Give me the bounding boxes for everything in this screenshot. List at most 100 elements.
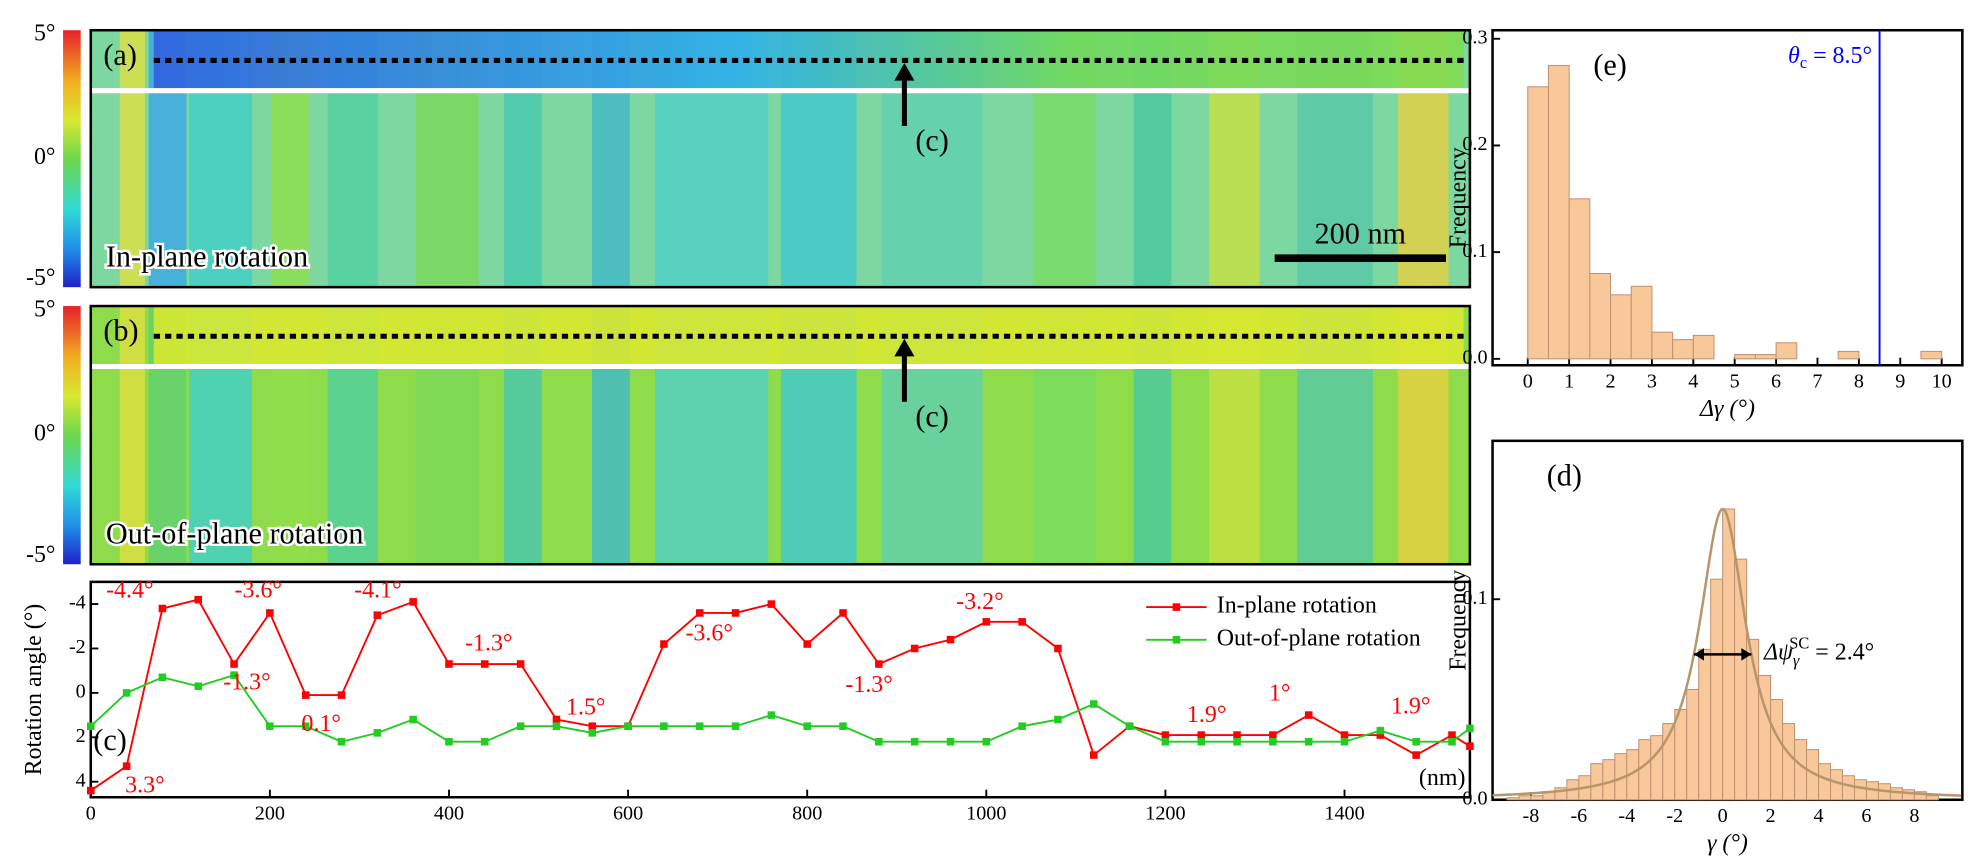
histogram-bar [1650, 735, 1664, 801]
y-tick-label: 0.3 [1462, 26, 1487, 48]
x-tick-label: -4 [1618, 805, 1635, 827]
x-tick-label: 6 [1771, 371, 1781, 393]
histogram-bar [1920, 350, 1943, 360]
data-point [982, 618, 991, 626]
histogram-bar [1610, 294, 1632, 360]
data-point [1125, 722, 1134, 730]
data-point [1018, 722, 1026, 730]
data-point [588, 722, 597, 730]
data-point [1161, 731, 1170, 739]
data-point [301, 691, 310, 699]
y-tick-label: 0 [76, 681, 86, 703]
data-point [1304, 737, 1313, 746]
data-point [301, 722, 310, 730]
colorbar-tick-label: 5° [34, 297, 56, 323]
y-tick-label: -4 [69, 592, 86, 614]
data-point [266, 722, 274, 730]
x-tick-label: -6 [1570, 805, 1587, 827]
data-point [1269, 737, 1277, 746]
annotation: 0.1° [302, 711, 341, 737]
fwhm-label-part: SC [1789, 633, 1809, 652]
data-point [767, 600, 776, 608]
histogram-bar [1602, 759, 1616, 801]
y-axis-label: Rotation angle (°) [21, 604, 47, 776]
data-point [1340, 737, 1349, 746]
data-point [552, 715, 561, 724]
histogram-bar [1568, 198, 1591, 360]
histogram-bar [1853, 779, 1867, 801]
histogram-bar [1589, 272, 1612, 360]
data-point [1233, 737, 1241, 746]
threshold-label: θc = 8.5° [1788, 43, 1872, 72]
data-point [122, 689, 131, 697]
data-point [839, 609, 847, 617]
histogram-bar [1547, 64, 1570, 360]
x-tick-label: 800 [792, 803, 822, 825]
x-tick-label: 0 [1718, 805, 1728, 827]
data-point [1054, 715, 1062, 724]
data-point [695, 609, 704, 617]
data-point [516, 660, 525, 668]
data-point [1054, 644, 1062, 653]
histogram-bar [1770, 698, 1784, 801]
x-tick-label: 2 [1605, 371, 1615, 393]
legend-label: In-plane rotation [1217, 593, 1377, 619]
histogram-bar [1590, 763, 1604, 801]
panel-label: (e) [1593, 48, 1627, 82]
x-tick-label: -2 [1666, 805, 1683, 827]
arrow-label: (c) [915, 399, 949, 433]
data-point [445, 737, 453, 746]
x-tick-label: 0 [1523, 371, 1533, 393]
x-axis-label: (nm) [1419, 765, 1466, 791]
threshold-label-part: θ [1788, 43, 1800, 69]
y-tick-label: 2 [76, 725, 86, 747]
data-point [1448, 737, 1456, 746]
x-tick-label: 1 [1564, 371, 1574, 393]
data-point [875, 737, 883, 746]
data-point [731, 722, 740, 730]
colorbar [63, 306, 81, 565]
histogram-bar [1698, 648, 1712, 801]
colorbar-tick-label: -5° [26, 265, 56, 291]
data-point [1197, 737, 1206, 746]
data-point [337, 737, 346, 746]
data-point [695, 722, 704, 730]
panel-label: (d) [1547, 459, 1582, 493]
panel-label: (b) [103, 314, 138, 348]
series-line [90, 674, 1471, 743]
data-point [767, 711, 776, 719]
histogram-bar [1527, 86, 1549, 360]
annotation: -4.1° [354, 577, 401, 603]
data-point [624, 722, 632, 730]
x-tick-label: 1200 [1145, 803, 1185, 825]
x-tick-label: 1400 [1324, 803, 1364, 825]
x-axis-label: Δγ (°) [1699, 396, 1755, 422]
data-point [660, 722, 668, 730]
histogram-bar [1842, 775, 1855, 801]
data-point [1269, 731, 1277, 739]
annotation: 1° [1269, 681, 1291, 707]
data-point [1448, 731, 1456, 739]
data-point [1466, 742, 1474, 750]
data-point [1089, 700, 1098, 708]
y-tick-label: 0.0 [1462, 346, 1487, 368]
histogram-bar [1837, 350, 1860, 360]
map-texture [119, 30, 145, 288]
data-point [337, 691, 346, 699]
data-point [588, 729, 597, 737]
y-tick-label: 0.2 [1462, 133, 1487, 155]
annotation: -4.4° [106, 577, 153, 603]
arrow-head [894, 338, 915, 357]
x-tick-label: 400 [434, 803, 464, 825]
histogram-bar [1782, 723, 1796, 801]
panel-label: (c) [93, 723, 127, 757]
map-caption: Out-of-plane rotation [106, 516, 364, 550]
x-tick-label: -8 [1523, 805, 1540, 827]
x-tick-label: 9 [1895, 371, 1905, 393]
x-tick-label: 1000 [966, 803, 1006, 825]
x-tick-label: 5 [1730, 371, 1740, 393]
x-tick-label: 8 [1854, 371, 1864, 393]
histogram-bar [1692, 334, 1715, 360]
data-point [660, 640, 668, 648]
data-point [1233, 731, 1241, 739]
